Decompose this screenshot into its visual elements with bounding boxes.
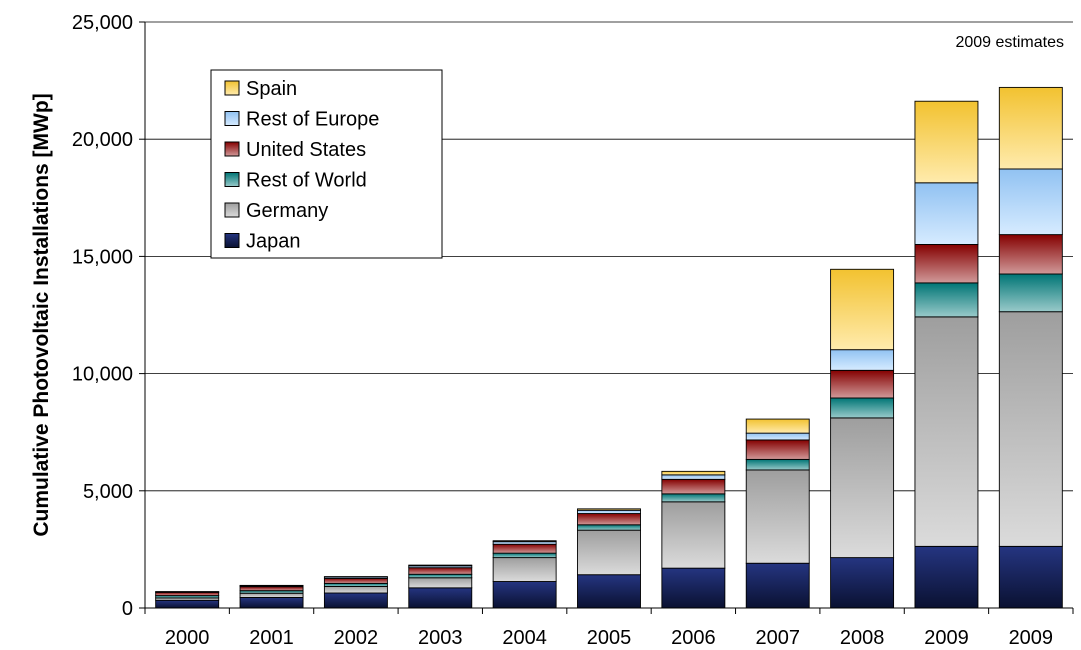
bar-segment-germany — [408, 577, 473, 589]
bar-segment-germany — [661, 501, 726, 569]
legend-swatch — [224, 80, 240, 96]
axes — [139, 21, 1074, 614]
legend-swatch — [224, 202, 240, 218]
bar-segment-germany — [998, 311, 1063, 547]
bar-segment-spain — [998, 86, 1063, 170]
bar-segment-spain — [408, 564, 473, 567]
y-tick-label: 15,000 — [72, 246, 133, 268]
x-tick-label: 2004 — [502, 627, 547, 649]
bar-segment-rest-of-world — [830, 397, 895, 419]
bar-segment-united-states — [155, 591, 220, 597]
legend-label: Spain — [246, 78, 297, 100]
bar-segment-spain — [239, 584, 304, 587]
bar-segment-united-states — [323, 578, 388, 584]
bar-segment-united-states — [577, 513, 641, 526]
bar-segment-united-states — [914, 243, 979, 284]
bar-segment-japan — [239, 597, 304, 609]
legend: Spain Rest of Europe United States Rest of … — [210, 69, 443, 259]
bar-segment-rest-of-world — [492, 552, 557, 559]
y-tick-label: 5,000 — [83, 481, 133, 503]
x-tick-label: 2000 — [165, 627, 210, 649]
bar-segment-japan — [830, 557, 895, 609]
bar-segment-united-states — [408, 567, 473, 575]
bar-segment-rest-of-world — [998, 273, 1063, 313]
bar-segment-germany — [492, 557, 557, 582]
bar-segment-japan — [998, 545, 1063, 609]
bar-segment-rest-of-europe — [830, 349, 895, 371]
bar-segment-rest-of-world — [745, 458, 810, 471]
bar-segment-rest-of-europe — [745, 432, 810, 441]
x-tick-label: 2006 — [671, 627, 716, 649]
bar-segment-spain — [155, 591, 220, 593]
legend-label: Rest of Europe — [246, 109, 379, 131]
bar-segment-japan — [914, 545, 979, 609]
bar-segment-spain — [577, 508, 641, 511]
legend-swatch — [224, 172, 240, 187]
legend-label: Germany — [246, 200, 328, 222]
bar-segment-rest-of-europe — [914, 182, 979, 245]
bar-segment-rest-of-world — [914, 282, 979, 318]
legend-swatch — [224, 233, 240, 248]
legend-box — [210, 69, 443, 259]
x-tick-label: 2001 — [249, 627, 294, 649]
bar-segment-japan — [661, 567, 726, 609]
bar-segment-japan — [577, 574, 641, 609]
bar-segment-germany — [323, 585, 388, 594]
bar-segment-japan — [492, 581, 557, 609]
legend-swatch — [224, 141, 240, 157]
bar-segment-united-states — [830, 369, 895, 399]
bar-segment-germany — [577, 529, 641, 576]
chart-annotation: 2009 estimates — [955, 34, 1064, 51]
bar-segment-united-states — [745, 439, 810, 460]
y-tick-label: 25,000 — [72, 12, 133, 34]
bar-segment-united-states — [239, 586, 304, 592]
bar-segment-germany — [745, 469, 810, 564]
x-tick-label: 2002 — [334, 627, 379, 649]
bar-segment-germany — [830, 417, 895, 559]
bar-segment-spain — [830, 268, 895, 351]
y-tick-labels: 0 5,000 10,000 15,000 20,000 25,000 — [72, 12, 133, 620]
bar-segment-japan — [155, 599, 220, 609]
legend-label: Rest of World — [246, 170, 367, 192]
x-tick-label: 2009 — [924, 627, 969, 649]
y-tick-label: 10,000 — [72, 364, 133, 386]
bar-segment-rest-of-world — [408, 573, 473, 579]
x-tick-label: 2005 — [587, 627, 632, 649]
bar-segment-japan — [745, 562, 810, 609]
legend-swatch — [224, 111, 240, 126]
y-tick-label: 20,000 — [72, 129, 133, 151]
x-tick-label: 2007 — [755, 627, 800, 649]
bar-segment-united-states — [661, 478, 726, 495]
bar-segment-rest-of-europe — [577, 509, 641, 514]
bar-segment-united-states — [998, 234, 1063, 275]
legend-label: Japan — [246, 231, 301, 253]
legend-label: United States — [246, 139, 366, 161]
bar-segment-spain — [914, 100, 979, 184]
x-tick-label: 2008 — [840, 627, 885, 649]
bar-segment-spain — [661, 470, 726, 476]
bar-segment-rest-of-europe — [661, 474, 726, 480]
bar-segment-rest-of-world — [323, 582, 388, 587]
bar-segment-united-states — [492, 543, 557, 554]
bar-segment-germany — [914, 316, 979, 547]
bar-segment-rest-of-europe — [998, 168, 1063, 236]
bar-segment-japan — [408, 587, 473, 609]
x-tick-labels: 2000 2001 2002 2003 2004 2005 2006 2007 2008 2009… — [165, 627, 1053, 649]
bar-segment-spain — [492, 540, 557, 543]
y-axis-label: Cumulative Photovoltaic Installations [M… — [30, 93, 53, 536]
y-tick-label: 0 — [122, 598, 133, 620]
bar-segment-rest-of-world — [661, 493, 726, 503]
bars — [155, 86, 1063, 609]
bar-segment-spain — [745, 418, 810, 434]
bar-segment-spain — [323, 576, 388, 578]
x-tick-label: 2009 — [1009, 627, 1054, 649]
bar-segment-japan — [323, 592, 388, 609]
bar-segment-germany — [239, 592, 304, 598]
bar-segment-rest-of-world — [577, 524, 641, 531]
x-tick-label: 2003 — [418, 627, 463, 649]
